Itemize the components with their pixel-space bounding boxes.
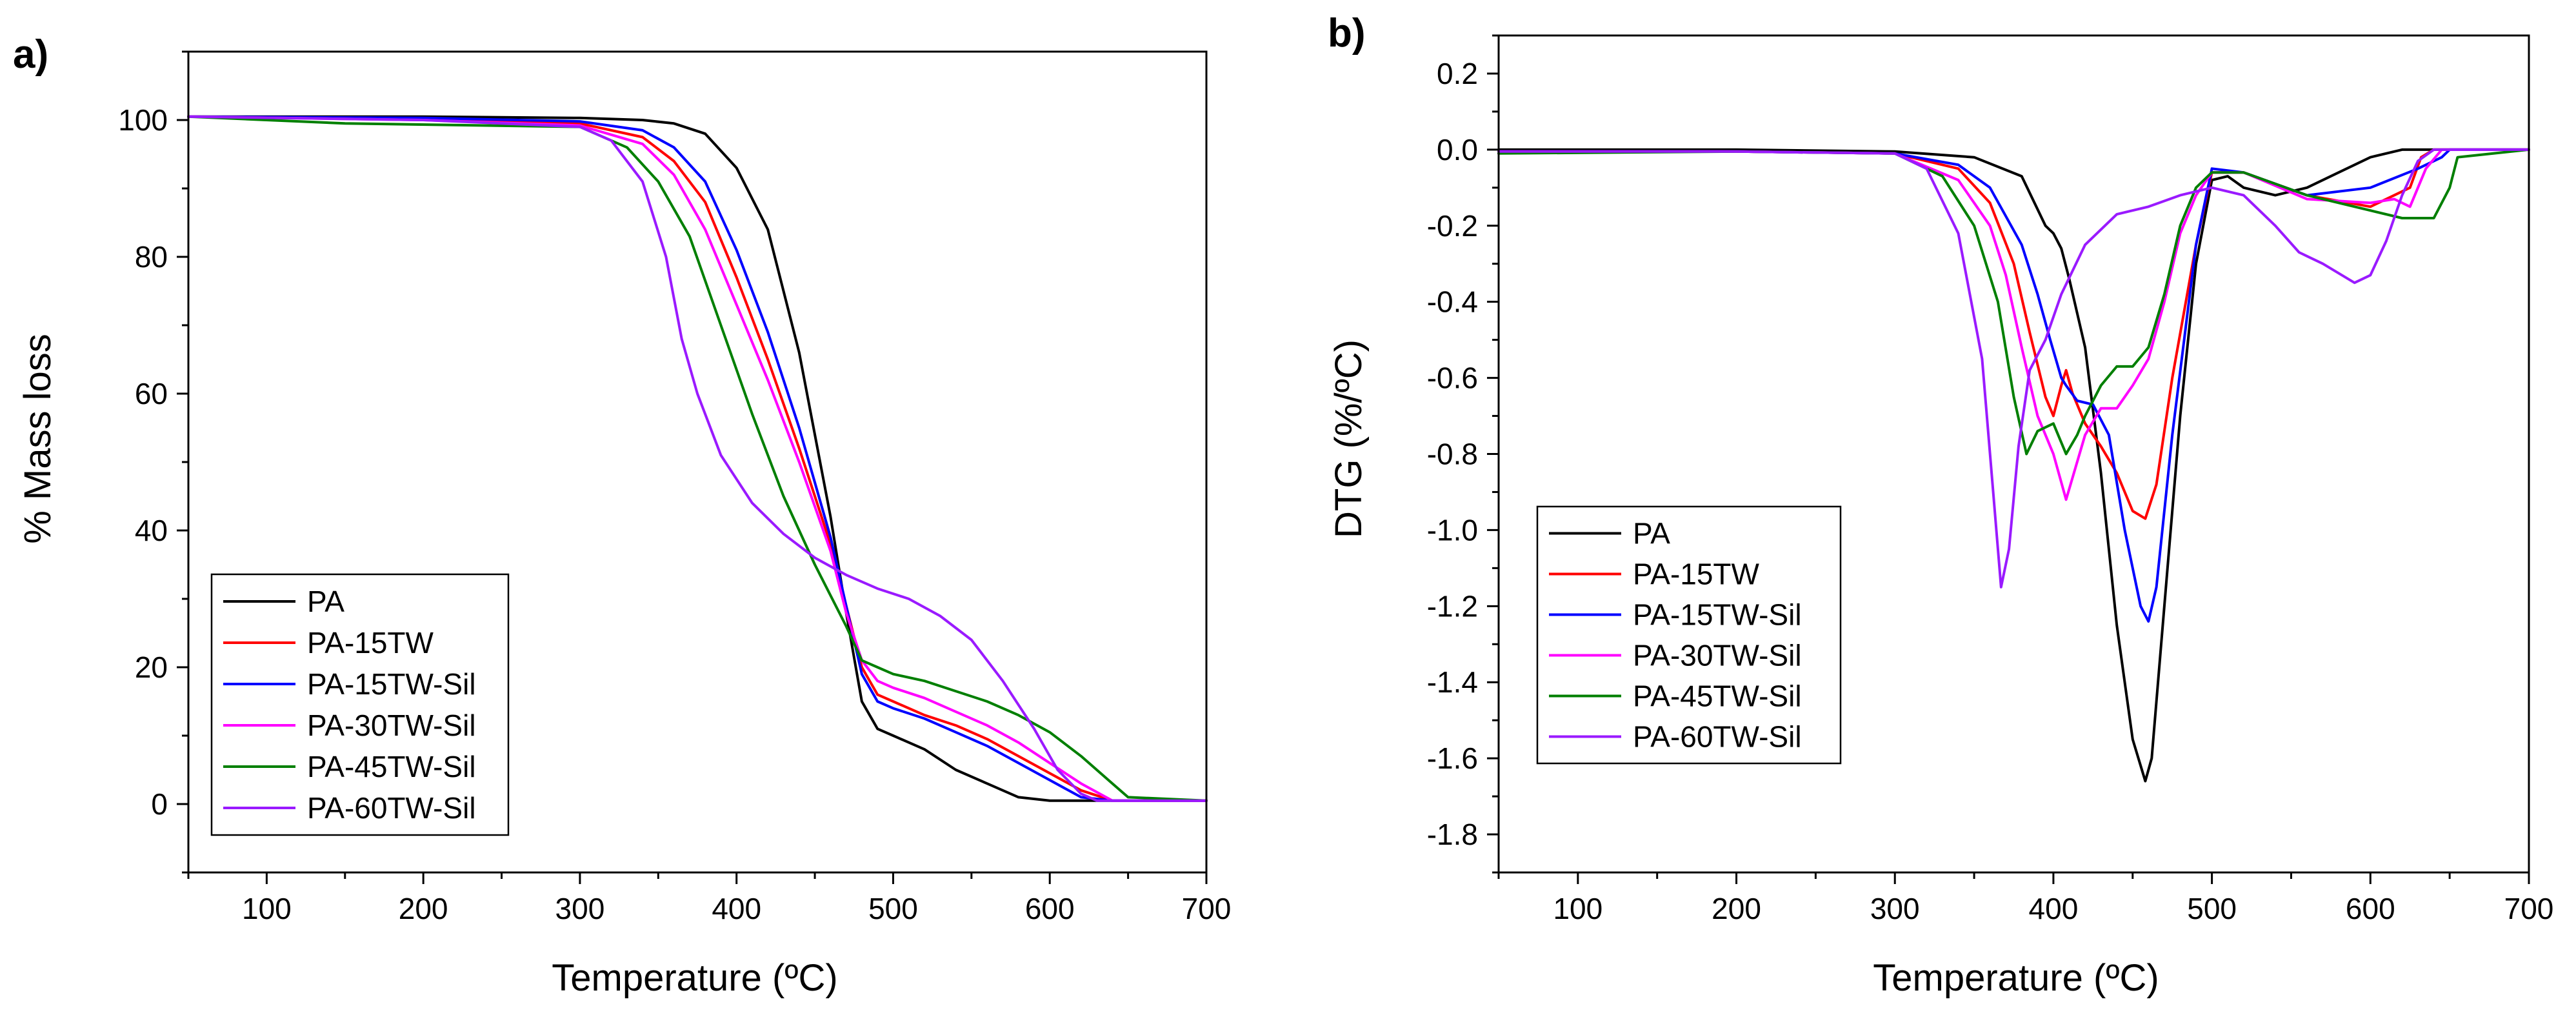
legend-box: [1536, 505, 1842, 765]
y-tick-label: -0.6: [1427, 361, 1478, 395]
x-tick-label: 200: [399, 892, 448, 925]
y-tick-label: 100: [118, 103, 168, 137]
y-tick-label: -0.2: [1427, 209, 1478, 243]
legend-label: PA-60TW-Sil: [1633, 720, 1802, 754]
x-tick-label: 100: [1553, 892, 1603, 925]
legend-label: PA-30TW-Sil: [1633, 639, 1802, 672]
series-line-pa-45tw-sil: [187, 115, 1208, 802]
panel-a-x-axis-label: Temperature (ºC): [552, 957, 837, 999]
panel-a-series-lines: [187, 115, 1208, 802]
x-tick-label: 400: [712, 892, 761, 925]
panel-b-ticks: 100 200 300 400 500 600 700 0.2 0.0 -0.2 -0.4 -0.6 -…: [1427, 34, 2554, 925]
x-tick-label: 300: [555, 892, 605, 925]
x-tick-label: 300: [1870, 892, 1920, 925]
y-tick-label: 0: [151, 787, 168, 821]
y-tick-label: -1.2: [1427, 589, 1478, 623]
panel-b-y-axis-label: DTG (%/ºC): [1328, 339, 1370, 538]
x-tick-label: 700: [2504, 892, 2554, 925]
y-tick-label: 80: [135, 240, 168, 274]
legend-label: PA-15TW-Sil: [307, 667, 476, 701]
legend-label: PA-30TW-Sil: [307, 709, 476, 742]
panel-a-letter: a): [13, 32, 48, 77]
legend-box: [210, 573, 510, 836]
y-tick-label: -0.4: [1427, 285, 1478, 319]
y-tick-label: 20: [135, 650, 168, 684]
legend-label: PA-45TW-Sil: [1633, 680, 1802, 713]
panel-b-letter: b): [1328, 11, 1366, 55]
y-tick-label: -1.6: [1427, 741, 1478, 775]
x-tick-label: 600: [2346, 892, 2395, 925]
y-tick-label: -0.8: [1427, 438, 1478, 471]
panel-a-legend: PA PA-15TW PA-15TW-Sil PA-30TW-Sil PA-45TW-S…: [210, 573, 510, 836]
x-tick-label: 100: [242, 892, 292, 925]
panel-b-x-axis-label: Temperature (ºC): [1873, 957, 2159, 999]
x-tick-label: 500: [2187, 892, 2237, 925]
y-tick-label: 0.0: [1437, 133, 1478, 166]
legend-label: PA-15TW-Sil: [1633, 598, 1802, 632]
legend-label: PA-45TW-Sil: [307, 750, 476, 783]
y-tick-label: 40: [135, 514, 168, 547]
x-tick-label: 500: [868, 892, 918, 925]
series-line-pa-30tw-sil: [1497, 148, 2530, 501]
series-line-pa-60tw-sil: [1497, 148, 2530, 589]
panel-b-dtg-chart: b) DTG (%/ºC) Temperature (ºC) 100 200 300…: [1328, 11, 2553, 999]
series-line-pa-60tw-sil: [187, 115, 1208, 802]
y-tick-label: 60: [135, 377, 168, 410]
legend-label: PA-15TW: [307, 626, 434, 660]
legend-label: PA-60TW-Sil: [307, 791, 476, 825]
x-tick-label: 600: [1025, 892, 1075, 925]
panel-b-legend: PA PA-15TW PA-15TW-Sil PA-30TW-Sil PA-45TW-S…: [1536, 505, 1842, 765]
series-line-pa-15tw-sil: [1497, 148, 2530, 623]
panel-b-plot-frame: [1497, 34, 2530, 874]
panel-a-plot-frame: [187, 50, 1208, 874]
series-line-pa-45tw-sil: [1497, 148, 2530, 456]
x-tick-label: 200: [1712, 892, 1761, 925]
y-tick-label: -1.0: [1427, 513, 1478, 547]
y-tick-label: -1.4: [1427, 665, 1478, 699]
legend-label: PA-15TW: [1633, 558, 1760, 591]
panel-a-y-axis-label: % Mass loss: [17, 334, 59, 544]
series-line-pa-30tw-sil: [187, 115, 1208, 802]
panel-a-ticks: 100 200 300 400 500 600 700 0 20 40 60 80 100: [118, 50, 1232, 925]
legend-label: PA: [307, 585, 344, 618]
x-tick-label: 700: [1182, 892, 1232, 925]
y-tick-label: -1.8: [1427, 818, 1478, 851]
legend-label: PA: [1633, 517, 1670, 550]
y-tick-label: 0.2: [1437, 57, 1478, 90]
x-tick-label: 400: [2029, 892, 2079, 925]
panel-b-series-lines: [1497, 148, 2530, 783]
series-line-pa-15tw: [1497, 148, 2530, 520]
panel-a-mass-loss-chart: a) % Mass loss Temperature (ºC) 100 200 30…: [13, 32, 1231, 999]
